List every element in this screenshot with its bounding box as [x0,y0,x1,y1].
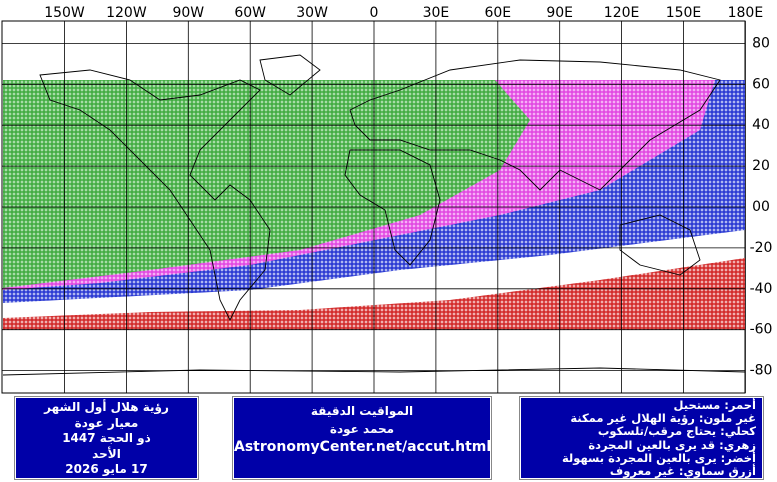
latitude-label: 20 [752,158,770,174]
info-line: كحلي: يحتاج مرقب/تلسكوب [597,424,756,439]
longitude-label: 150E [666,5,702,21]
zone-easy-eye [3,80,530,288]
longitude-label: 60W [234,5,266,21]
info-line: رؤية هلال أول الشهر [44,400,169,414]
info-line: أخضر: يرى بالعين المجردة بسهولة [561,450,756,465]
visibility-map: 150W 120W 90W 60W 30W 0 30E 60E 90E 120E 150E 180E 8… [1,5,773,394]
info-line: محمد عودة [329,422,395,436]
longitude-label: 120W [106,5,147,21]
info-box-source: المواقيت الدقيقة محمد عودة AstronomyCenter… [232,396,492,480]
info-line: زهري: قد يرى بالعين المجردة [588,437,756,452]
info-line: المواقيت الدقيقة [310,404,414,418]
longitude-label: 150W [44,5,85,21]
info-line: أزرق سماوي: غير معروف [609,464,756,479]
longitude-label: 30W [296,5,328,21]
latitude-label: -80 [750,363,773,379]
info-line: معيار عودة [74,415,139,430]
longitude-label: 120E [604,5,640,21]
longitude-label: 60E [484,5,511,21]
info-line: 17 مايو 2026 [65,462,148,476]
longitude-label: 90W [172,5,204,21]
coastlines [2,54,746,376]
info-line: الأحد [92,446,121,461]
graticule [2,21,746,393]
latitude-label: 80 [752,35,770,51]
longitude-label: 180E [728,5,764,21]
latitude-label: 00 [752,199,770,215]
longitude-label: 30E [423,5,450,21]
latitude-label: 60 [752,76,770,92]
latitude-label: -60 [750,322,773,338]
info-line: غير ملون: رؤية الهلال غير ممكنة [570,411,756,426]
latitude-label: -40 [750,281,773,297]
info-box-title: رؤية هلال أول الشهر معيار عودة ذو الحجة 14… [14,396,199,480]
info-line: ذو الحجة 1447 [62,431,151,445]
info-line: أحمر: مستحيل [673,398,756,412]
latitude-label: 40 [752,117,770,133]
info-line: AstronomyCenter.net/accut.html [234,439,491,455]
latitude-label: -20 [750,240,773,256]
longitude-label: 0 [370,5,379,21]
longitude-label: 90E [546,5,573,21]
info-box-legend: أحمر: مستحيل غير ملون: رؤية الهلال غير مم… [519,396,764,480]
